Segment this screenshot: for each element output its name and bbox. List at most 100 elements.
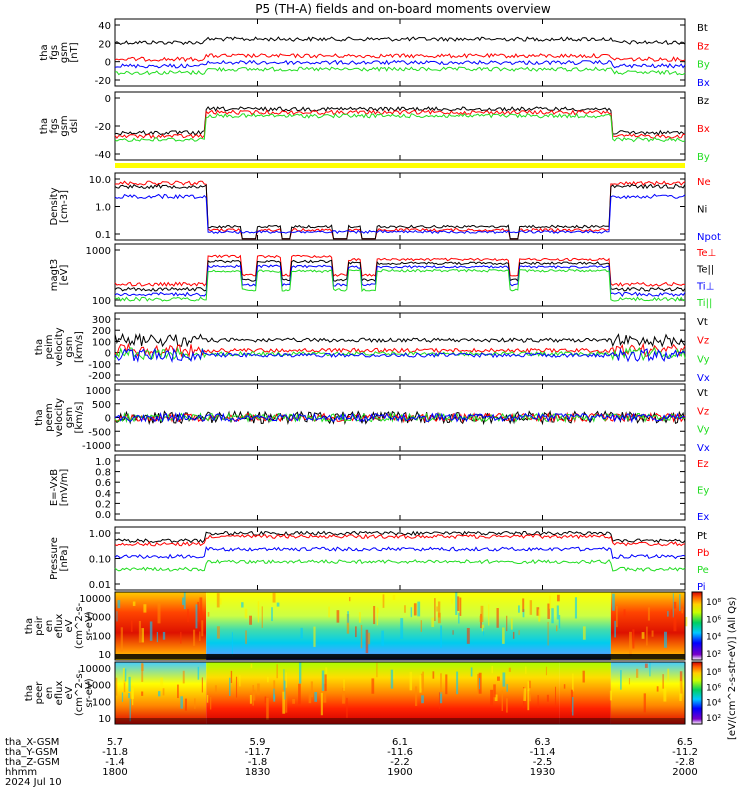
legend-Bx: Bx: [697, 124, 710, 135]
legend-Te⊥: Te⊥: [696, 248, 716, 259]
footer-value: -1.4: [105, 757, 125, 768]
ytick-label: 0.0: [95, 510, 111, 521]
ytick-label: 200: [92, 326, 111, 337]
legend-Pb: Pb: [697, 548, 709, 559]
legend-Ey: Ey: [697, 486, 709, 497]
series-Ne: [114, 180, 686, 240]
series-Vz: [114, 342, 686, 359]
footer-value: -11.4: [530, 747, 556, 758]
ytick-label: 100: [92, 631, 111, 642]
colorbar-tick: 10⁴: [706, 699, 721, 709]
footer-value: 1930: [530, 767, 555, 778]
panel-density: 10.0 1.0 0.1 Density [cm-3] Ne Ni Npot: [49, 172, 721, 243]
footer-value: 6.3: [535, 737, 551, 748]
legend-Ti⊥: Ti⊥: [696, 281, 714, 292]
panel-peir: 10000 1000 100 10 tha peir en eflux eV (cm^2-s-sr…: [24, 591, 688, 661]
ytick-label: 0: [105, 414, 111, 425]
ytick-label: 10: [98, 650, 111, 661]
ylabel-line: eV: [64, 686, 75, 699]
colorbar-tick: 10⁶: [706, 615, 721, 625]
footer-value: 1830: [245, 767, 270, 778]
panel-temp: 1000 100 magt3 [eV] Te⊥ Te|| Ti⊥ Ti||: [49, 243, 716, 309]
legend-Vx: Vx: [697, 373, 710, 384]
series-Te||: [114, 259, 686, 292]
spectrogram-block: [559, 662, 611, 724]
ylabel-line: (cm^2-s-: [74, 602, 85, 649]
series-Ti⊥: [114, 264, 686, 298]
panel-efield: 1.00.80.60.40.20.0 E=-VxB [mV/m] Ez Ey Ex: [49, 454, 709, 523]
spectrogram-block: [115, 592, 207, 660]
ylabel-line: gsm: [64, 407, 75, 428]
legend-Bz: Bz: [697, 96, 709, 107]
colorbar-tick: 10²: [706, 714, 721, 724]
series-Ni: [114, 183, 686, 240]
ytick-label: 10.0: [89, 175, 111, 186]
colorbar-tick: 10⁶: [706, 683, 721, 693]
series-By: [114, 66, 686, 76]
ytick-label: 500: [92, 400, 111, 411]
ylabel-line: Density: [49, 187, 60, 225]
ylabel-line: tha: [24, 685, 35, 701]
ytick-label: 20: [98, 39, 111, 50]
spectrogram-block: [115, 662, 207, 724]
legend-Vy: Vy: [697, 354, 710, 365]
ytick-label: 0.8: [95, 468, 111, 479]
colorbar: [691, 591, 703, 661]
legend-Pe: Pe: [697, 565, 709, 576]
ytick-label: 1000: [86, 386, 111, 397]
footer-value: -11.2: [672, 747, 698, 758]
series-Pt: [114, 530, 686, 544]
ylabel-line: [nT]: [69, 42, 80, 62]
legend-Vy: Vy: [697, 425, 710, 436]
ylabel-line: tha: [34, 409, 45, 425]
panel-frame: [114, 91, 686, 161]
footer-value: 1800: [102, 767, 127, 778]
ytick-label: 1000: [86, 246, 111, 257]
spectrogram-block: [610, 592, 685, 660]
ylabel-line: velocity: [54, 398, 65, 437]
footer-value: -2.5: [533, 757, 553, 768]
series-Pe: [114, 559, 686, 572]
footer-row-label: tha_X-GSM: [5, 737, 59, 748]
legend-Vx: Vx: [697, 443, 710, 454]
ytick-label: 10: [98, 714, 111, 725]
legend-Vz: Vz: [697, 406, 709, 417]
legend-Vt: Vt: [697, 317, 708, 328]
legend-Ez: Ez: [697, 459, 709, 470]
legend-Pi: Pi: [697, 582, 706, 593]
legend-Te||: Te||: [696, 265, 714, 276]
ytick-label: 0.2: [95, 499, 111, 510]
legend-Vt: Vt: [697, 388, 708, 399]
ytick-label: 0: [105, 349, 111, 360]
ytick-label: 1.00: [89, 529, 111, 540]
ylabel-line: eflux: [54, 614, 65, 639]
ytick-label: -1000: [82, 441, 111, 452]
series-Bx: [114, 59, 686, 69]
footer-value: -11.6: [387, 747, 413, 758]
legend-Vz: Vz: [697, 336, 709, 347]
panel-frame: [114, 243, 686, 307]
colorbar-tick: 10⁴: [706, 633, 721, 643]
panel-fgs_dsl: 0 -20 -40 tha fgs gsm dsl Bz Bx By: [39, 91, 710, 163]
panel-frame: [114, 454, 686, 521]
ylabel-line: velocity: [54, 327, 65, 366]
legend-By: By: [697, 152, 710, 163]
legend-Ni: Ni: [697, 205, 707, 216]
series-Pb: [114, 533, 686, 547]
footer-date: 2024 Jul 10: [5, 777, 62, 788]
legend-Ti||: Ti||: [696, 298, 712, 309]
ylabel-line: gsm: [59, 42, 70, 63]
footer-value: -1.8: [248, 757, 268, 768]
ylabel-line: peem: [44, 403, 55, 431]
ylabel-line: Pressure: [49, 537, 60, 580]
series-Pi: [114, 545, 686, 560]
panel-fgs_gsm: 40 20 0 -20 tha fgs gsm [nT] Bt Bz By Bx: [39, 18, 710, 89]
ytick-label: 0.6: [95, 478, 111, 489]
ytick-label: 1.0: [95, 457, 111, 468]
footer-value: 5.9: [250, 737, 266, 748]
ylabel-line: peer: [34, 681, 45, 705]
series-Vx: [114, 347, 686, 364]
ytick-label: -20: [95, 122, 111, 133]
ylabel-line: (cm^2-s-: [74, 669, 85, 716]
